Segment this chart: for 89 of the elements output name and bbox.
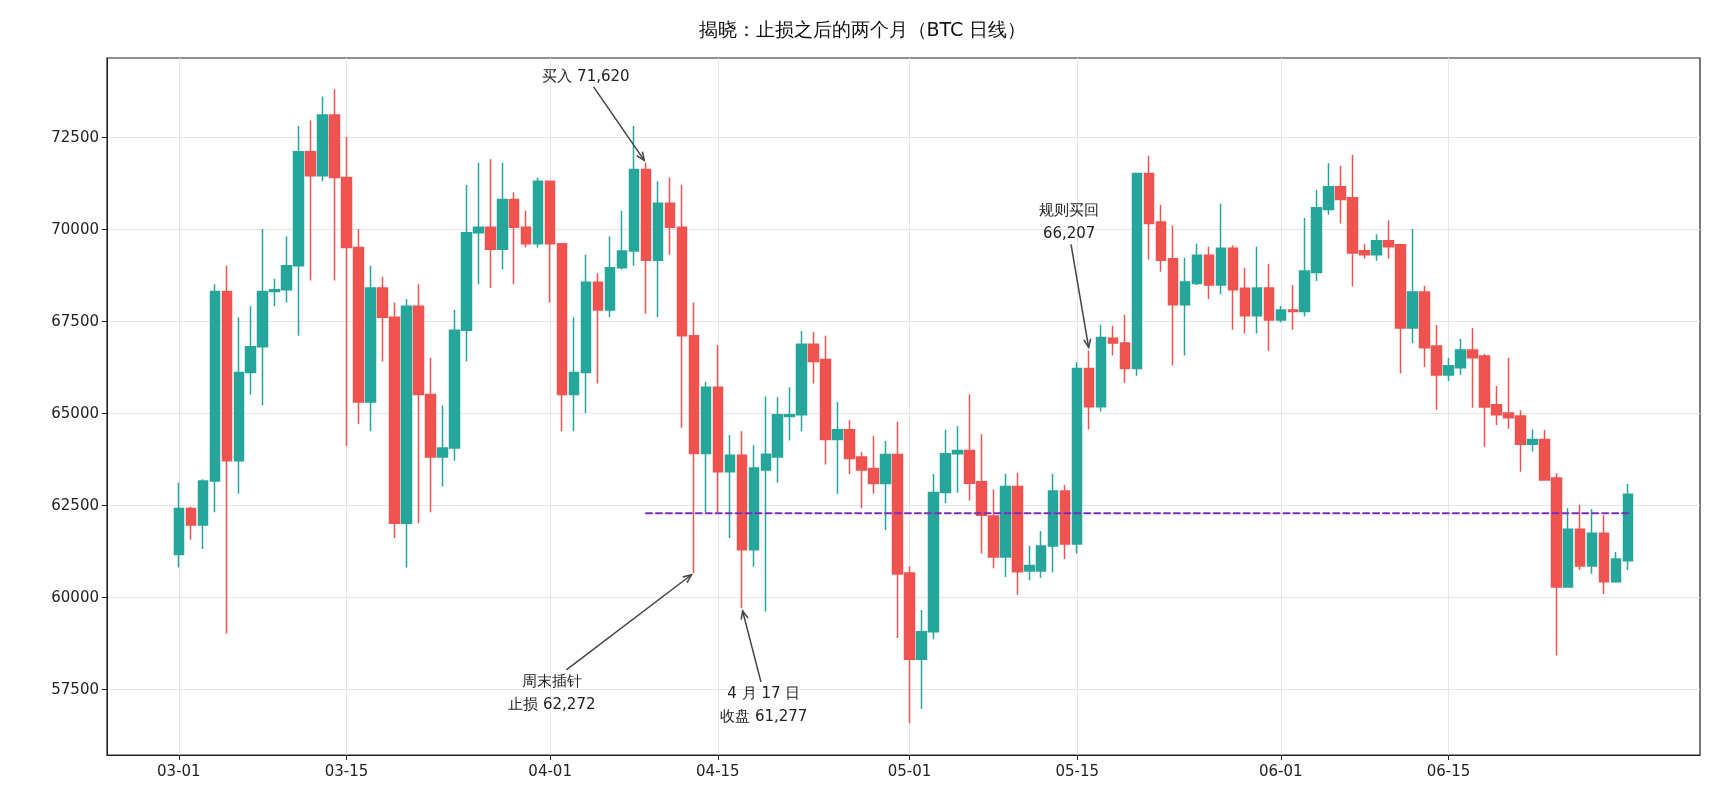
chart-title: 揭晓：止损之后的两个月（BTC 日线） <box>698 17 1027 40</box>
candlestick <box>1574 504 1586 571</box>
candlestick <box>736 430 748 609</box>
candlestick <box>1275 305 1287 324</box>
y-tick-label: 67500 <box>51 311 99 330</box>
candlestick <box>568 316 580 433</box>
x-tick-label: 06-15 <box>1426 761 1471 780</box>
candlestick <box>1083 349 1095 431</box>
candlestick <box>209 283 221 513</box>
x-tick-label: 03-15 <box>324 761 369 780</box>
candlestick <box>1119 313 1131 384</box>
candlestick <box>1610 551 1622 584</box>
candlestick <box>1526 428 1539 453</box>
candlestick <box>1370 233 1383 262</box>
candlestick <box>1011 472 1024 596</box>
candlestick <box>628 125 640 267</box>
candlestick <box>1191 242 1203 286</box>
candlestick <box>688 301 700 574</box>
annotation: 规则买回 <box>1039 201 1100 220</box>
candlestick <box>1143 155 1155 261</box>
x-tick-label: 03-01 <box>157 761 201 780</box>
candlestick <box>1107 325 1119 357</box>
candlestick <box>748 444 760 568</box>
candlestick <box>831 401 844 495</box>
y-tick-label: 65000 <box>51 403 99 422</box>
y-tick-label: 57500 <box>51 679 99 698</box>
candlestick <box>700 380 712 513</box>
x-tick-label: 04-15 <box>696 761 740 780</box>
y-tick-label: 70000 <box>51 220 99 239</box>
y-tick-label: 60000 <box>51 587 99 606</box>
candlestick <box>496 162 509 271</box>
candlestick <box>1059 484 1071 560</box>
candlestick <box>592 272 604 385</box>
candlestick <box>520 209 532 249</box>
x-tick-label: 05-01 <box>887 761 932 780</box>
candlestick <box>1095 323 1107 413</box>
candlestick <box>580 254 592 414</box>
candlestick <box>652 180 664 319</box>
x-tick-label: 05-15 <box>1055 761 1099 780</box>
candlestick <box>640 162 652 315</box>
annotation: 买入 71,620 <box>542 66 630 85</box>
candlestick <box>1047 472 1059 574</box>
candlestick <box>556 242 568 433</box>
candlestick <box>1562 507 1574 588</box>
candlestick <box>1263 263 1275 352</box>
candlestick <box>1239 266 1251 335</box>
annotation: 止损 62,272 <box>508 694 596 713</box>
candlestick <box>1155 204 1167 273</box>
candlestick <box>1586 508 1598 575</box>
candlestick <box>185 505 197 541</box>
candlestick <box>1167 224 1179 367</box>
candlestick <box>221 265 233 635</box>
candlestick <box>316 95 329 182</box>
candlestick <box>664 176 676 256</box>
candlestick <box>724 434 736 539</box>
candlestick <box>604 235 616 319</box>
candlestick <box>304 119 317 282</box>
candlestick <box>616 209 628 271</box>
candlestick <box>676 184 688 429</box>
candlestick <box>1203 245 1215 300</box>
candlestick <box>879 440 892 531</box>
x-tick-label: 06-01 <box>1258 761 1303 780</box>
candlestick <box>999 472 1012 578</box>
y-tick-label: 72500 <box>51 128 99 147</box>
candlestick <box>1598 514 1610 595</box>
candlestick <box>1215 202 1227 295</box>
x-tick-label: 04-01 <box>528 761 572 780</box>
candlestick <box>1071 361 1083 555</box>
annotation: 4 月 17 日 <box>727 683 801 702</box>
candlestick <box>173 482 185 569</box>
candlestick <box>1179 256 1191 357</box>
candlestick <box>1622 483 1634 571</box>
candlestick <box>1406 228 1419 344</box>
candlestick <box>364 265 377 433</box>
candlestick <box>1287 284 1299 331</box>
candlestick <box>400 298 413 569</box>
candlestick <box>532 176 544 249</box>
annotation: 66,207 <box>1042 224 1096 243</box>
candlestick <box>1131 172 1143 377</box>
annotation: 周末插针 <box>521 671 582 690</box>
candlestick <box>1251 245 1263 335</box>
annotation: 收盘 61,277 <box>720 706 808 725</box>
candlestick <box>544 180 556 304</box>
candlestick <box>197 478 209 550</box>
candlestick <box>712 344 724 513</box>
candlestick <box>1227 244 1239 331</box>
candlestick <box>508 191 520 285</box>
candlestick <box>484 158 497 289</box>
y-tick-label: 62500 <box>51 495 99 514</box>
